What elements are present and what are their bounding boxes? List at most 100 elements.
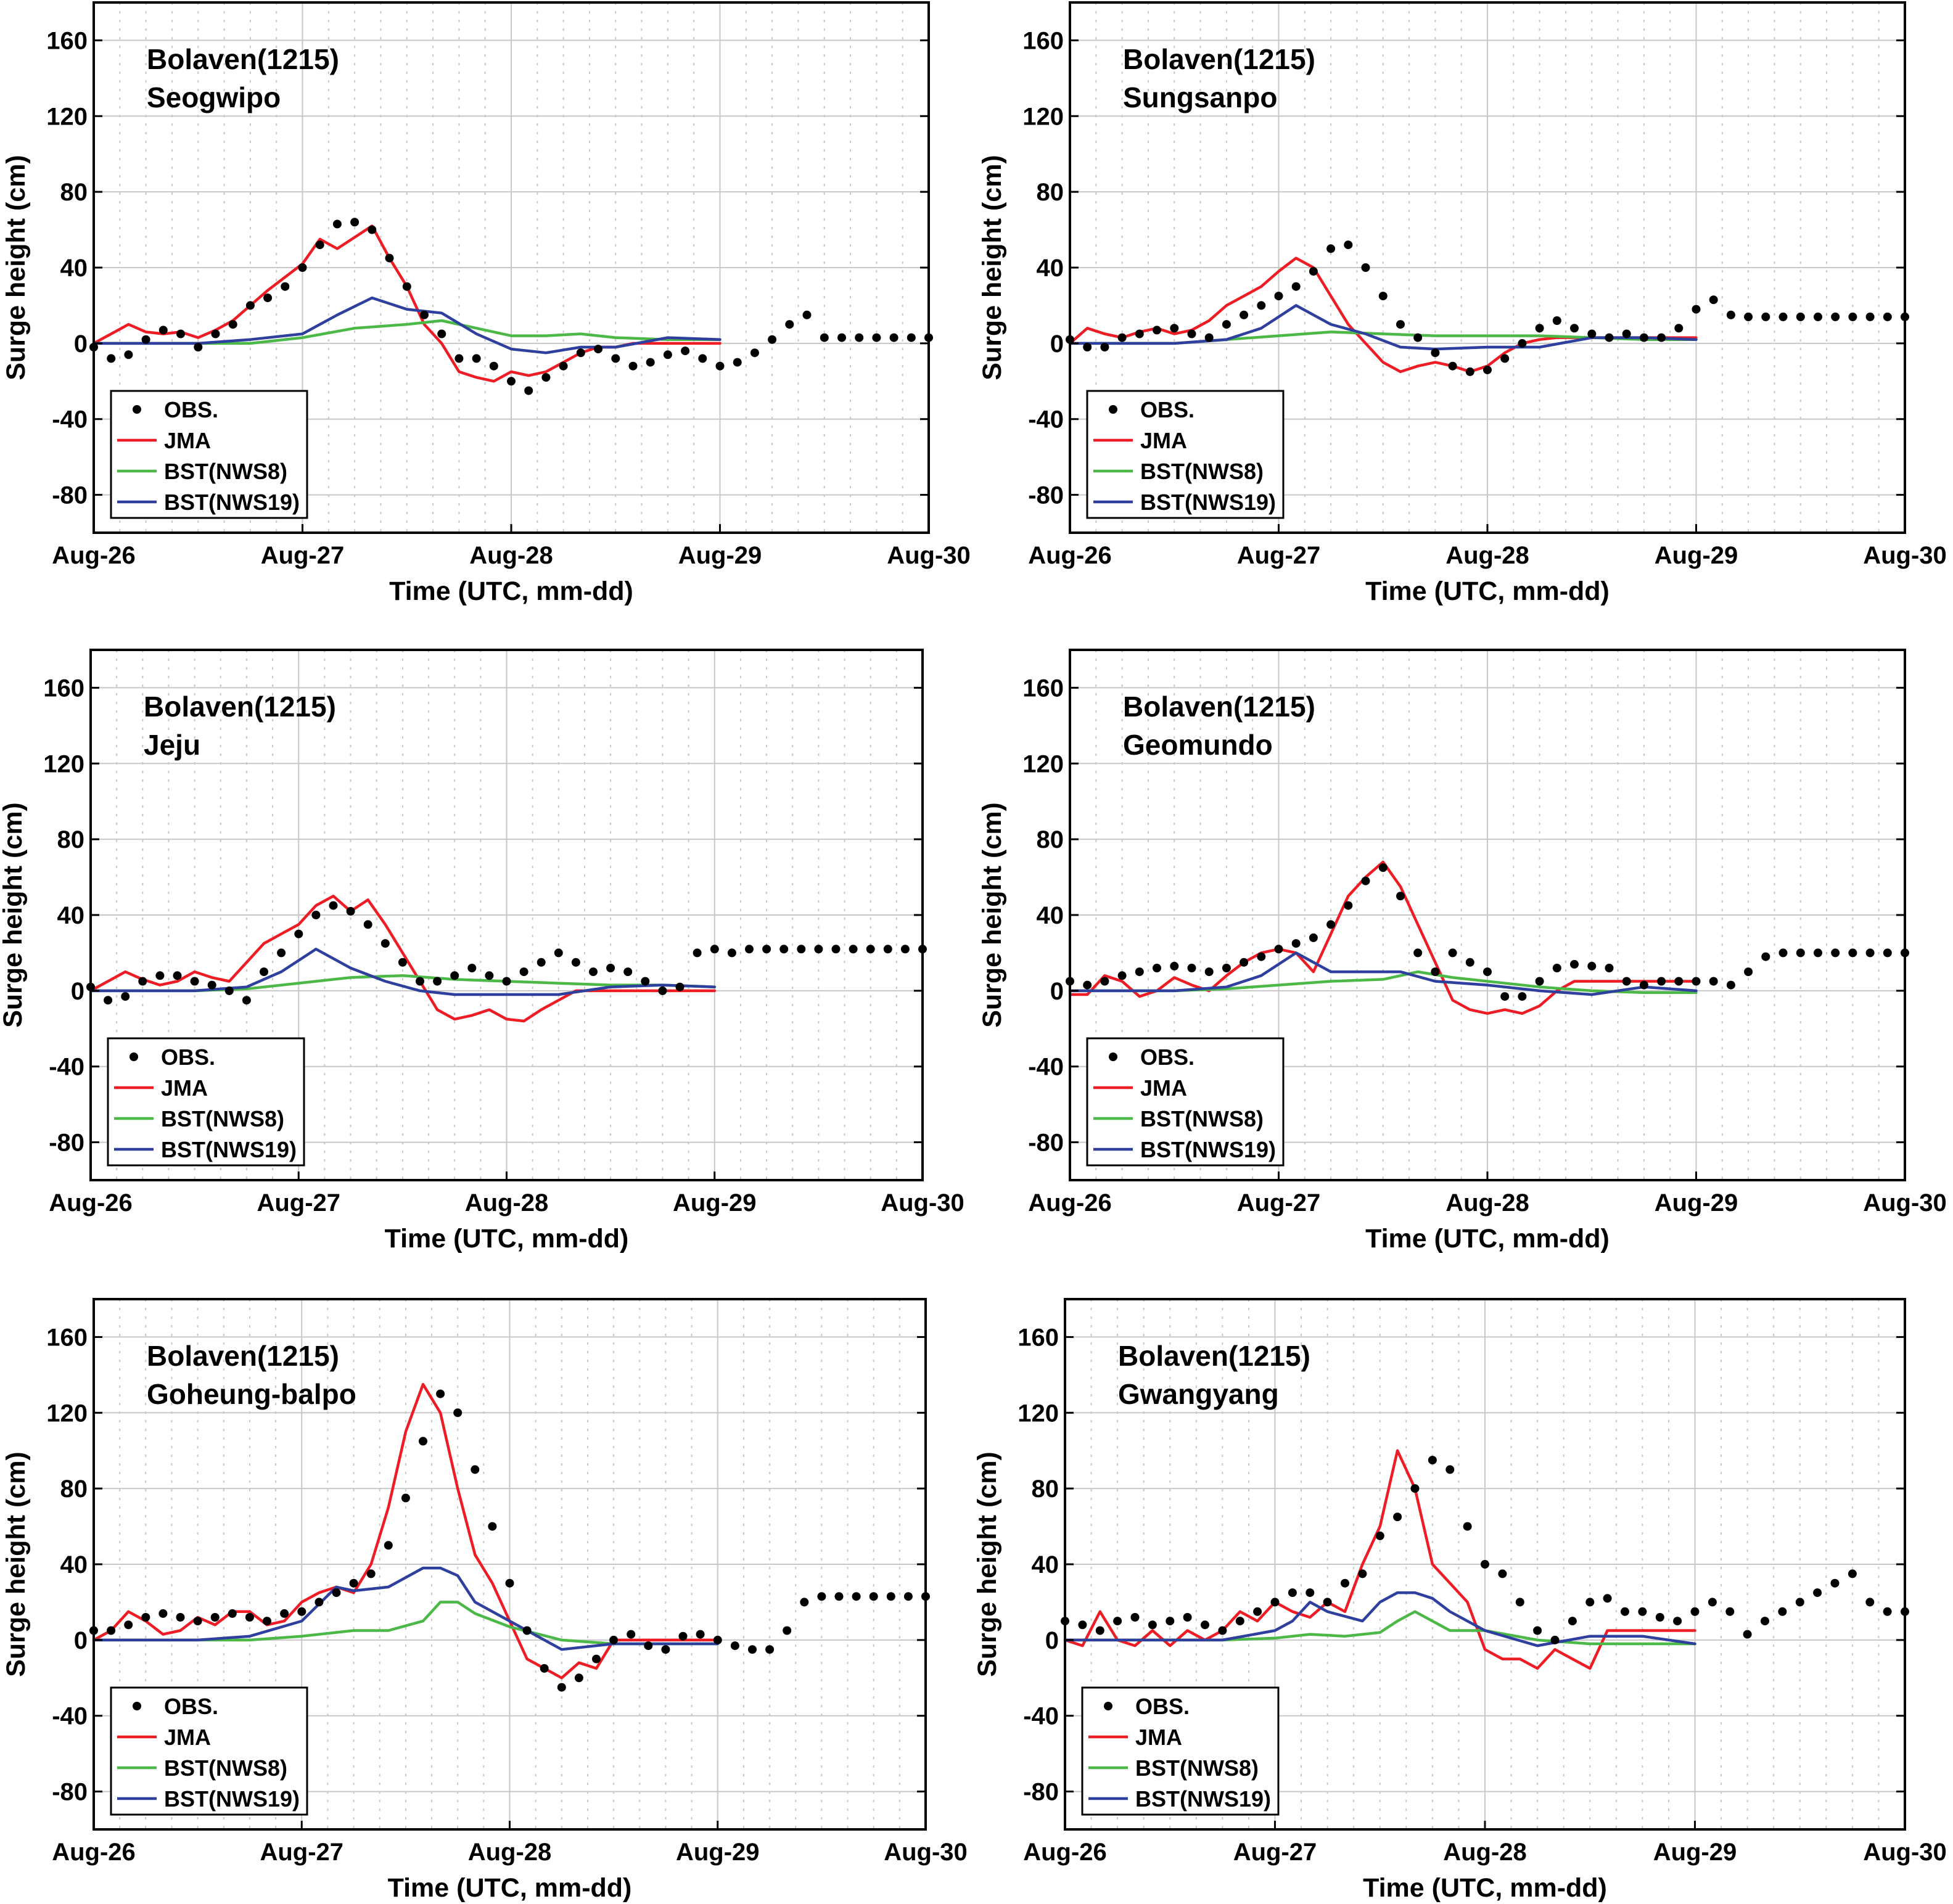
obs-point xyxy=(454,354,464,363)
obs-point xyxy=(1796,312,1805,321)
obs-point xyxy=(472,354,481,363)
obs-point xyxy=(1778,1607,1787,1616)
y-tick-label: 80 xyxy=(1037,826,1064,853)
y-tick-label: -40 xyxy=(52,406,88,433)
obs-point xyxy=(350,218,360,227)
obs-point xyxy=(260,967,268,977)
station-name-label: Geomundo xyxy=(1123,729,1273,761)
obs-point xyxy=(1778,948,1788,958)
obs-point xyxy=(641,977,650,986)
obs-point xyxy=(1585,1598,1595,1607)
obs-point xyxy=(571,958,580,967)
obs-point xyxy=(263,1617,271,1626)
station-name-label: Jeju xyxy=(144,729,200,761)
obs-point xyxy=(696,1630,705,1639)
legend-nws8-label: BST(NWS8) xyxy=(164,1755,287,1781)
obs-point xyxy=(1692,305,1701,314)
obs-point xyxy=(1257,952,1266,961)
obs-point xyxy=(592,1654,601,1664)
obs-point xyxy=(228,1609,237,1618)
legend-nws19-label: BST(NWS19) xyxy=(161,1137,297,1162)
obs-point xyxy=(1865,312,1875,321)
obs-point xyxy=(107,1626,116,1635)
obs-point xyxy=(1518,992,1527,1001)
obs-point xyxy=(1500,992,1510,1001)
x-axis-label: Time (UTC, mm-dd) xyxy=(385,1224,629,1254)
legend-box xyxy=(1081,1686,1280,1816)
x-tick-label: Aug-29 xyxy=(673,1189,757,1217)
x-tick-label: Aug-26 xyxy=(52,1839,136,1866)
obs-point xyxy=(1500,354,1510,363)
obs-point xyxy=(886,1592,895,1601)
storm-name-label: Bolaven(1215) xyxy=(147,1340,339,1372)
obs-point xyxy=(750,348,759,358)
obs-point xyxy=(1344,901,1353,910)
obs-point xyxy=(1274,292,1283,301)
obs-point xyxy=(1361,876,1370,885)
x-tick-label: Aug-28 xyxy=(468,1839,552,1866)
y-axis-label: Surge height (cm) xyxy=(977,802,1007,1028)
obs-point xyxy=(242,996,251,1005)
obs-point xyxy=(141,335,150,344)
legend-obs-label: OBS. xyxy=(1140,397,1194,422)
legend: OBS. JMA BST(NWS8) BST(NWS19) xyxy=(110,1686,308,1816)
y-tick-label: -80 xyxy=(49,1130,84,1157)
y-axis-label: Surge height (cm) xyxy=(972,1451,1002,1677)
panel-goheung-balpo: 160 120 80 40 0 -40 -80 Aug-26 Aug-27 Aug-28 Aug-2… xyxy=(1,1298,968,1903)
x-tick-label: Aug-28 xyxy=(1443,1839,1527,1866)
y-axis-label: Surge height (cm) xyxy=(1,155,31,380)
x-tick-label: Aug-27 xyxy=(261,542,345,569)
obs-point xyxy=(1166,1617,1175,1626)
obs-point xyxy=(1396,320,1405,329)
x-tick-label: Aug-30 xyxy=(887,542,971,569)
legend: OBS. JMA BST(NWS8) BST(NWS19) xyxy=(110,390,308,519)
obs-point xyxy=(710,945,719,954)
obs-point xyxy=(1498,1569,1507,1578)
obs-point xyxy=(730,1641,739,1651)
y-tick-label: 160 xyxy=(1022,27,1064,54)
obs-point xyxy=(889,333,898,342)
obs-point xyxy=(589,967,598,977)
x-tick-label: Aug-30 xyxy=(881,1189,964,1217)
y-tick-label: -80 xyxy=(52,482,88,509)
obs-point xyxy=(1222,964,1231,972)
obs-point xyxy=(748,1645,757,1654)
series-nws8-line xyxy=(92,1601,720,1646)
obs-point xyxy=(1692,977,1701,986)
y-axis-label: Surge height (cm) xyxy=(0,802,28,1028)
series-jma-line xyxy=(1068,860,1698,1015)
x-axis-label: Time (UTC, mm-dd) xyxy=(388,1873,632,1903)
obs-point xyxy=(329,901,338,910)
obs-point xyxy=(121,992,130,1001)
obs-point xyxy=(817,1592,826,1601)
obs-point xyxy=(294,929,303,938)
obs-point xyxy=(1744,312,1753,321)
y-tick-label: 40 xyxy=(60,1551,88,1578)
obs-point xyxy=(228,320,237,329)
obs-point xyxy=(1170,324,1179,333)
obs-point xyxy=(433,977,442,986)
obs-point xyxy=(785,320,794,329)
obs-point xyxy=(1445,1465,1455,1474)
obs-point xyxy=(1078,1620,1087,1630)
obs-point xyxy=(519,967,528,977)
obs-point xyxy=(698,354,707,363)
obs-point xyxy=(1709,295,1718,305)
legend-jma-label: JMA xyxy=(1140,428,1187,453)
obs-point xyxy=(1309,267,1318,276)
y-tick-label: 0 xyxy=(74,1627,88,1654)
obs-point xyxy=(1883,948,1892,958)
x-tick-label: Aug-26 xyxy=(49,1189,133,1217)
obs-point xyxy=(245,1613,254,1622)
obs-point xyxy=(644,1641,653,1651)
obs-point xyxy=(1361,263,1370,272)
obs-point xyxy=(1657,333,1666,342)
obs-point xyxy=(1568,1617,1577,1626)
series-nws19-line xyxy=(1068,304,1698,351)
legend-obs-label: OBS. xyxy=(164,1694,218,1719)
obs-point xyxy=(574,1673,583,1683)
obs-point xyxy=(311,911,321,919)
obs-point xyxy=(1831,312,1840,321)
obs-point xyxy=(883,945,892,954)
obs-point xyxy=(727,948,736,958)
